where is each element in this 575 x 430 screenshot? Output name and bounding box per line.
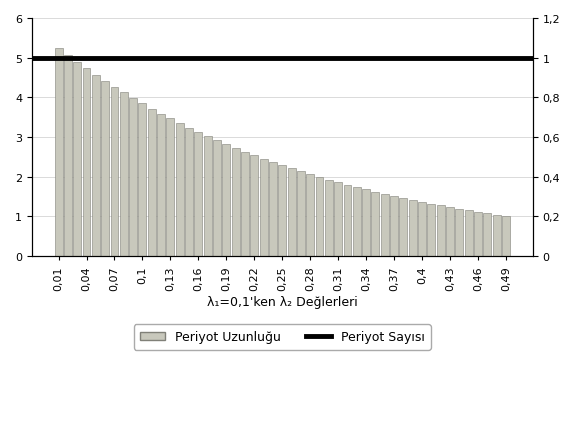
Bar xyxy=(455,209,463,256)
Bar xyxy=(232,149,240,256)
Bar xyxy=(409,200,417,256)
Bar xyxy=(418,203,426,256)
Bar xyxy=(325,180,333,256)
Bar xyxy=(371,192,380,256)
Bar xyxy=(166,119,174,256)
Bar xyxy=(101,82,109,256)
Bar xyxy=(241,152,249,256)
Bar xyxy=(139,104,147,256)
Bar xyxy=(288,169,296,256)
Bar xyxy=(250,156,258,256)
Bar xyxy=(120,93,128,256)
Bar xyxy=(194,133,202,256)
Bar xyxy=(381,194,389,256)
Bar xyxy=(260,159,267,256)
Bar xyxy=(343,185,351,256)
Bar xyxy=(474,212,482,256)
Bar xyxy=(465,211,473,256)
Bar xyxy=(316,178,324,256)
Bar xyxy=(437,206,444,256)
Bar xyxy=(427,204,435,256)
Bar xyxy=(278,166,286,256)
Bar xyxy=(446,208,454,256)
Bar xyxy=(297,172,305,256)
Bar xyxy=(148,109,156,256)
Bar xyxy=(223,145,231,256)
Bar xyxy=(484,214,491,256)
Bar xyxy=(185,128,193,256)
Bar xyxy=(362,190,370,256)
Bar xyxy=(110,88,118,256)
Bar xyxy=(176,124,183,256)
Bar xyxy=(64,56,72,256)
Bar xyxy=(269,163,277,256)
Bar xyxy=(334,183,342,256)
Bar xyxy=(306,175,314,256)
Bar xyxy=(73,62,81,256)
Bar xyxy=(55,49,63,256)
X-axis label: λ₁=0,1'ken λ₂ Değlerleri: λ₁=0,1'ken λ₂ Değlerleri xyxy=(207,296,358,309)
Bar xyxy=(493,215,501,256)
Bar xyxy=(213,141,221,256)
Bar xyxy=(400,199,407,256)
Legend: Periyot Uzunluğu, Periyot Sayısı: Periyot Uzunluğu, Periyot Sayısı xyxy=(133,325,431,350)
Bar xyxy=(353,187,361,256)
Bar xyxy=(92,76,100,256)
Bar xyxy=(390,197,398,256)
Bar xyxy=(83,69,90,256)
Bar xyxy=(502,217,510,256)
Bar xyxy=(157,114,165,256)
Bar xyxy=(204,137,212,256)
Bar xyxy=(129,99,137,256)
